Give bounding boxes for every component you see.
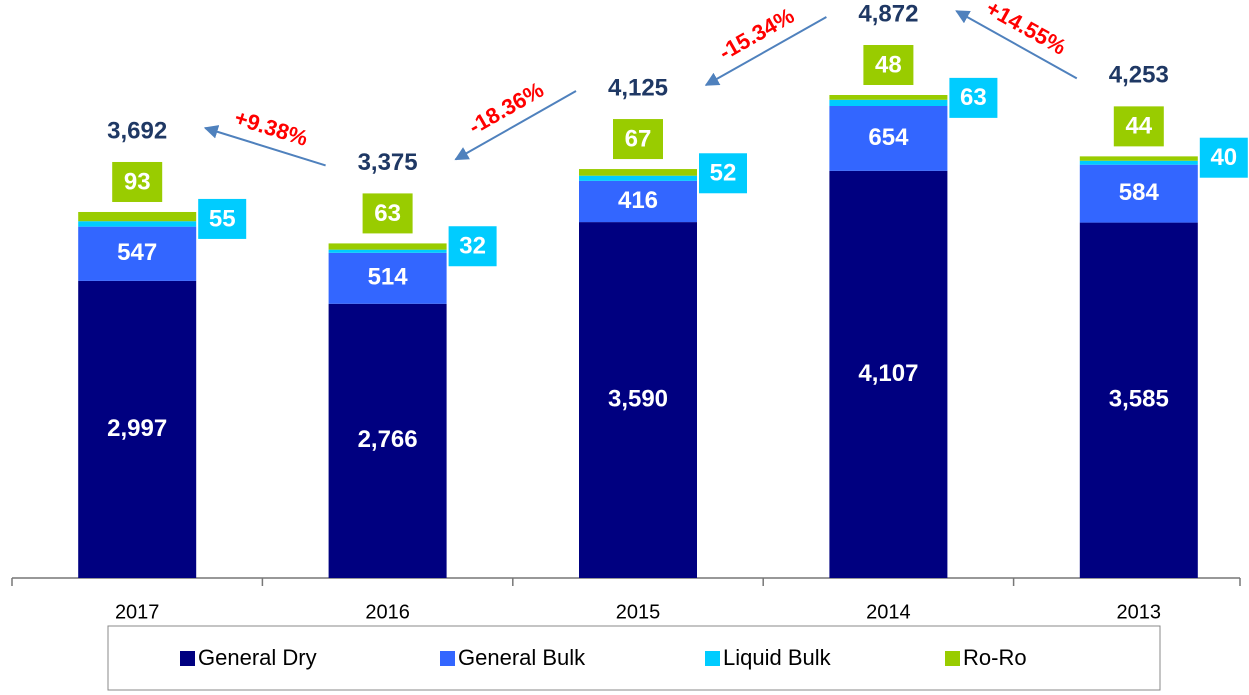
label-box [949,77,998,118]
data-label: 514 [368,264,409,291]
total-label: 4,125 [608,74,668,101]
bar-segment [829,95,948,100]
label-box [1199,137,1248,178]
bar-segment [328,243,447,250]
change-arrow [454,90,577,161]
data-label: 416 [618,187,658,214]
legend-swatch [945,651,960,666]
total-label: 3,375 [358,149,418,176]
legend-swatch [705,651,720,666]
bar-segment [78,221,197,227]
legend-label: General Bulk [458,645,586,670]
legend-label: Liquid Bulk [723,645,832,670]
bar-segment [579,175,697,181]
bar-segment [829,106,948,171]
data-label: 547 [117,239,157,266]
x-tick-label: 2016 [365,601,410,623]
bar-segment [328,303,447,578]
data-label: 2,997 [107,415,167,442]
label-box [1113,106,1164,147]
change-arrow [704,16,827,86]
label-box [863,45,914,85]
bar-segment [328,252,447,304]
data-label: 32 [459,233,486,260]
bar-segment [78,280,197,578]
x-tick-label: 2013 [1117,601,1162,623]
label-box [448,226,497,267]
legend-box [107,625,1161,691]
x-tick-label: 2017 [115,601,160,623]
data-label: 44 [1125,113,1152,140]
legend-swatch [440,651,455,666]
label-box [112,161,163,202]
label-box [699,153,747,194]
label-box [362,193,413,234]
bar-segment [1079,156,1198,161]
data-label: 93 [124,168,151,195]
total-label: 4,253 [1109,62,1169,89]
label-box [198,198,247,239]
data-label: 2,766 [358,426,418,453]
x-tick-label: 2014 [866,601,911,623]
data-label: 40 [1210,144,1237,171]
data-label: 584 [1119,179,1160,206]
label-box [613,119,663,160]
legend-swatch [180,651,195,666]
data-label: 55 [209,205,236,232]
change-arrow [955,10,1078,80]
bar-segment [1079,164,1198,223]
legend-label: Ro-Ro [963,645,1027,670]
bar-segment [579,169,697,176]
data-label: 4,107 [858,360,918,387]
bar-segment [78,211,197,222]
data-label: 63 [960,84,987,111]
bar-segment [579,222,697,578]
data-label: 654 [868,124,909,151]
data-label: 48 [875,51,902,78]
bar-segment [829,170,948,578]
data-label: 67 [625,125,652,152]
change-label: +9.38% [232,105,311,151]
legend-label: General Dry [198,645,317,670]
bar-segment [579,180,697,223]
bar-segment [78,226,197,281]
bar-segment [1079,160,1198,165]
total-label: 4,872 [858,0,918,27]
data-label: 52 [710,160,737,187]
change-arrow [203,125,326,167]
data-label: 3,585 [1109,386,1169,413]
data-label: 3,590 [608,385,668,412]
bar-segment [328,249,447,253]
x-tick-label: 2015 [616,601,661,623]
total-label: 3,692 [107,117,167,144]
bar-segment [1079,222,1198,578]
data-label: 63 [374,200,401,227]
bar-segment [829,99,948,107]
